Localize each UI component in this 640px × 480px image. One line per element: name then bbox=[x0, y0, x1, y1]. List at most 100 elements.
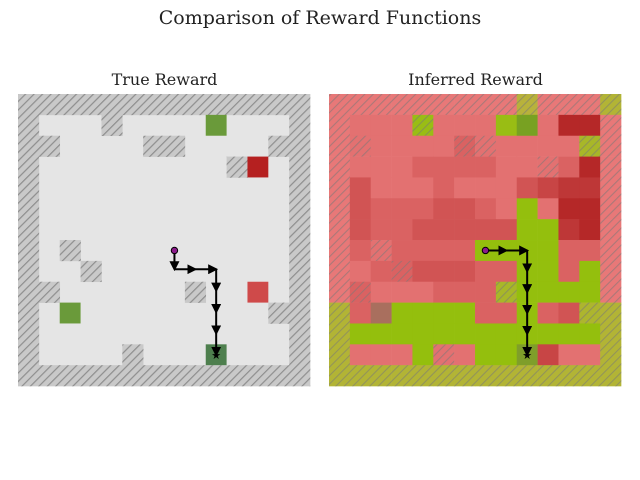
heatmap-cell bbox=[537, 344, 559, 366]
wall-cell bbox=[101, 114, 123, 137]
heatmap-cell bbox=[537, 302, 559, 324]
wall-cell bbox=[164, 94, 186, 116]
heatmap-cell bbox=[370, 219, 392, 241]
heatmap-cell bbox=[370, 323, 392, 345]
wall-overlay-cell bbox=[329, 94, 351, 116]
wall-cell bbox=[18, 177, 40, 199]
heatmap-cell bbox=[454, 219, 476, 241]
wall-cell bbox=[226, 94, 248, 116]
inferred-feature-cell bbox=[370, 302, 392, 324]
heatmap-cell bbox=[370, 177, 392, 199]
wall-cell bbox=[247, 94, 269, 116]
heatmap-cell bbox=[537, 198, 559, 220]
heatmap-cell bbox=[433, 219, 455, 241]
wall-cell bbox=[18, 260, 40, 283]
wall-overlay-cell bbox=[433, 365, 455, 387]
heatmap-cell bbox=[349, 240, 372, 262]
heatmap-cell bbox=[579, 260, 601, 283]
heatmap-cell bbox=[412, 323, 434, 345]
wall-overlay-cell bbox=[329, 135, 351, 157]
heatmap-cell bbox=[516, 156, 538, 178]
wall-cell bbox=[38, 135, 61, 157]
wall-cell bbox=[18, 219, 40, 241]
true-reward-start-marker bbox=[170, 246, 179, 255]
wall-overlay-cell bbox=[579, 302, 601, 324]
wall-cell bbox=[18, 344, 40, 366]
heatmap-cell bbox=[391, 114, 413, 137]
heatmap-cell bbox=[391, 135, 413, 157]
positive-reward-cell bbox=[205, 114, 227, 136]
wall-cell bbox=[122, 94, 144, 116]
wall-overlay-cell bbox=[454, 94, 476, 116]
wall-overlay-cell bbox=[516, 94, 538, 116]
wall-cell bbox=[164, 365, 186, 387]
heatmap-cell bbox=[475, 344, 497, 366]
wall-cell bbox=[122, 344, 144, 366]
heatmap-cell bbox=[433, 198, 455, 220]
wall-overlay-cell bbox=[329, 219, 351, 241]
wall-overlay-cell bbox=[600, 177, 622, 199]
wall-overlay-cell bbox=[600, 94, 622, 116]
wall-cell bbox=[59, 240, 81, 262]
wall-overlay-cell bbox=[600, 219, 622, 241]
negative-reward-cell bbox=[247, 281, 269, 303]
heatmap-cell bbox=[558, 135, 580, 157]
heatmap-cell bbox=[475, 198, 497, 220]
wall-overlay-cell bbox=[495, 281, 518, 303]
wall-overlay-cell bbox=[412, 114, 434, 137]
heatmap-cell bbox=[475, 114, 497, 137]
heatmap-cell bbox=[579, 281, 601, 303]
heatmap-cell bbox=[454, 302, 476, 324]
heatmap-cell bbox=[579, 323, 601, 345]
heatmap-cell bbox=[537, 219, 559, 241]
heatmap-cell bbox=[537, 323, 559, 345]
inferred-reward-panel: ★ bbox=[329, 94, 622, 387]
heatmap-cell bbox=[391, 240, 413, 262]
heatmap-cell bbox=[558, 260, 580, 283]
heatmap-cell bbox=[433, 302, 455, 324]
heatmap-cell bbox=[558, 281, 580, 303]
wall-cell bbox=[18, 281, 40, 303]
heatmap-cell bbox=[412, 135, 434, 157]
heatmap-cell bbox=[412, 344, 434, 366]
heatmap-cell bbox=[537, 281, 559, 303]
wall-cell bbox=[247, 365, 269, 387]
heatmap-cell bbox=[558, 177, 580, 199]
wall-overlay-cell bbox=[537, 156, 559, 178]
heatmap-cell bbox=[495, 344, 518, 366]
wall-cell bbox=[289, 198, 311, 220]
heatmap-cell bbox=[454, 260, 476, 283]
wall-overlay-cell bbox=[600, 114, 622, 137]
inferred-reward-start-marker bbox=[481, 246, 490, 255]
wall-overlay-cell bbox=[475, 365, 497, 387]
wall-overlay-cell bbox=[329, 198, 351, 220]
wall-overlay-cell bbox=[454, 135, 476, 157]
heatmap-cell bbox=[412, 177, 434, 199]
heatmap-cell bbox=[349, 260, 372, 283]
wall-overlay-cell bbox=[495, 365, 518, 387]
heatmap-cell bbox=[537, 135, 559, 157]
heatmap-cell bbox=[495, 114, 518, 137]
heatmap-cell bbox=[349, 114, 372, 137]
wall-cell bbox=[143, 365, 165, 387]
heatmap-cell bbox=[454, 344, 476, 366]
wall-overlay-cell bbox=[537, 365, 559, 387]
heatmap-cell bbox=[433, 240, 455, 262]
heatmap-cell bbox=[433, 281, 455, 303]
wall-overlay-cell bbox=[412, 94, 434, 116]
wall-cell bbox=[101, 94, 123, 116]
heatmap-cell bbox=[558, 156, 580, 178]
heatmap-cell bbox=[579, 344, 601, 366]
wall-cell bbox=[289, 177, 311, 199]
inferred-reward-title: Inferred Reward bbox=[408, 70, 543, 89]
positive-reward-cell bbox=[59, 302, 81, 324]
heatmap-cell bbox=[349, 302, 372, 324]
wall-overlay-cell bbox=[600, 323, 622, 345]
heatmap-cell bbox=[433, 260, 455, 283]
wall-cell bbox=[184, 281, 207, 303]
wall-cell bbox=[289, 114, 311, 137]
heatmap-cell bbox=[391, 156, 413, 178]
heatmap-cell bbox=[495, 302, 518, 324]
wall-overlay-cell bbox=[579, 135, 601, 157]
heatmap-cell bbox=[433, 177, 455, 199]
